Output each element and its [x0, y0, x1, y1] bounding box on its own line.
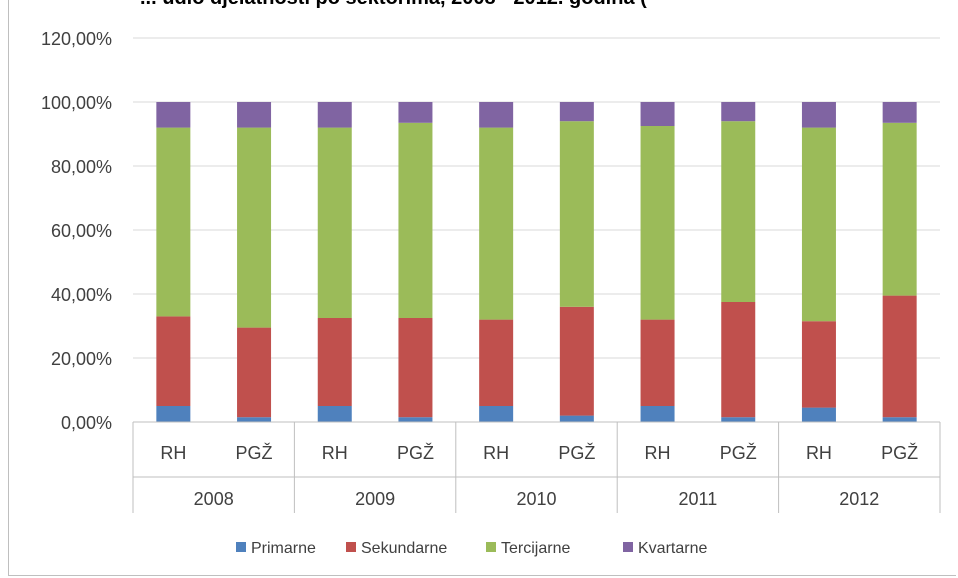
x-category-label: PGŽ: [397, 443, 434, 463]
x-category-label: PGŽ: [236, 443, 273, 463]
bar-segment-primarne: [721, 417, 756, 422]
bar-segment-primarne: [156, 406, 191, 422]
bar-segment-tercijarne: [398, 122, 433, 318]
x-category-label: RH: [160, 443, 186, 463]
bar-segment-primarne: [317, 406, 352, 422]
x-category-label: PGŽ: [881, 443, 918, 463]
bar-segment-sekundarne: [479, 319, 514, 406]
bar-segment-primarne: [801, 407, 836, 422]
legend-label: Kvartarne: [638, 540, 707, 557]
bar-segment-sekundarne: [721, 302, 756, 418]
y-tick-label: 40,00%: [51, 285, 112, 305]
y-axis-ticks: 0,00% 20,00% 40,00% 60,00% 80,00% 100,00% 120,…: [41, 29, 112, 433]
bar-segment-primarne: [398, 417, 433, 422]
bars: [156, 102, 917, 422]
bar-segment-tercijarne: [721, 121, 756, 302]
bar-segment-primarne: [559, 415, 594, 422]
y-tick-label: 100,00%: [41, 93, 112, 113]
bar-segment-sekundarne: [882, 295, 917, 418]
x-category-label: RH: [806, 443, 832, 463]
bar-segment-tercijarne: [237, 127, 272, 328]
bar-segment-kvartarne: [479, 102, 514, 128]
legend-label: Tercijarne: [501, 540, 570, 557]
y-tick-label: 120,00%: [41, 29, 112, 49]
x-group-label: 2010: [516, 489, 556, 509]
bar-segment-tercijarne: [882, 122, 917, 296]
x-group-label: 2008: [194, 489, 234, 509]
legend-swatch-primarne: [236, 542, 246, 552]
x-category-label: PGŽ: [720, 443, 757, 463]
bar-segment-sekundarne: [398, 318, 433, 418]
bar-segment-sekundarne: [559, 306, 594, 416]
bar-segment-tercijarne: [640, 126, 675, 320]
x-category-label: PGŽ: [558, 443, 595, 463]
bar-segment-kvartarne: [237, 102, 272, 128]
bar-segment-kvartarne: [801, 102, 836, 128]
x-category-label: RH: [322, 443, 348, 463]
x-axis: RH PGŽ RH PGŽ RH PGŽ RH PGŽ RH PGŽ 2008 2009 2010 201…: [132, 421, 941, 513]
legend-swatch-kvartarne: [623, 542, 633, 552]
legend-swatch-sekundarne: [346, 542, 356, 552]
bar-segment-kvartarne: [721, 102, 756, 122]
bar-segment-sekundarne: [156, 316, 191, 406]
x-group-label: 2011: [679, 489, 718, 509]
bar-segment-tercijarne: [801, 127, 836, 322]
x-category-label: RH: [483, 443, 509, 463]
x-category-label: RH: [645, 443, 671, 463]
chart-title-fragment: ... udio djelatnosti po sektorima, 2008 …: [140, 0, 647, 10]
legend-swatch-tercijarne: [486, 542, 496, 552]
y-tick-label: 0,00%: [61, 413, 112, 433]
y-tick-label: 20,00%: [51, 349, 112, 369]
legend-label: Primarne: [251, 540, 316, 557]
bar-segment-sekundarne: [640, 319, 675, 406]
bar-segment-tercijarne: [479, 127, 514, 320]
bar-segment-kvartarne: [559, 102, 594, 122]
bar-segment-sekundarne: [317, 318, 352, 406]
bar-segment-kvartarne: [317, 102, 352, 128]
bar-segment-primarne: [479, 406, 514, 422]
y-tick-label: 60,00%: [51, 221, 112, 241]
y-tick-label: 80,00%: [51, 157, 112, 177]
chart-frame: [8, 0, 956, 576]
bar-segment-primarne: [237, 417, 272, 422]
bar-segment-tercijarne: [317, 127, 352, 318]
bar-segment-kvartarne: [882, 102, 917, 123]
bar-segment-tercijarne: [559, 121, 594, 307]
legend-label: Sekundarne: [361, 540, 447, 557]
bar-segment-primarne: [882, 417, 917, 422]
legend: Primarne Sekundarne Tercijarne Kvartarne: [236, 540, 707, 557]
bar-segment-kvartarne: [156, 102, 191, 128]
bar-segment-tercijarne: [156, 127, 191, 317]
bar-segment-sekundarne: [237, 327, 272, 418]
x-group-label: 2012: [839, 489, 879, 509]
bar-segment-sekundarne: [801, 321, 836, 408]
bar-segment-kvartarne: [398, 102, 433, 123]
bar-segment-primarne: [640, 406, 675, 422]
x-group-label: 2009: [355, 489, 395, 509]
bar-segment-kvartarne: [640, 102, 675, 126]
